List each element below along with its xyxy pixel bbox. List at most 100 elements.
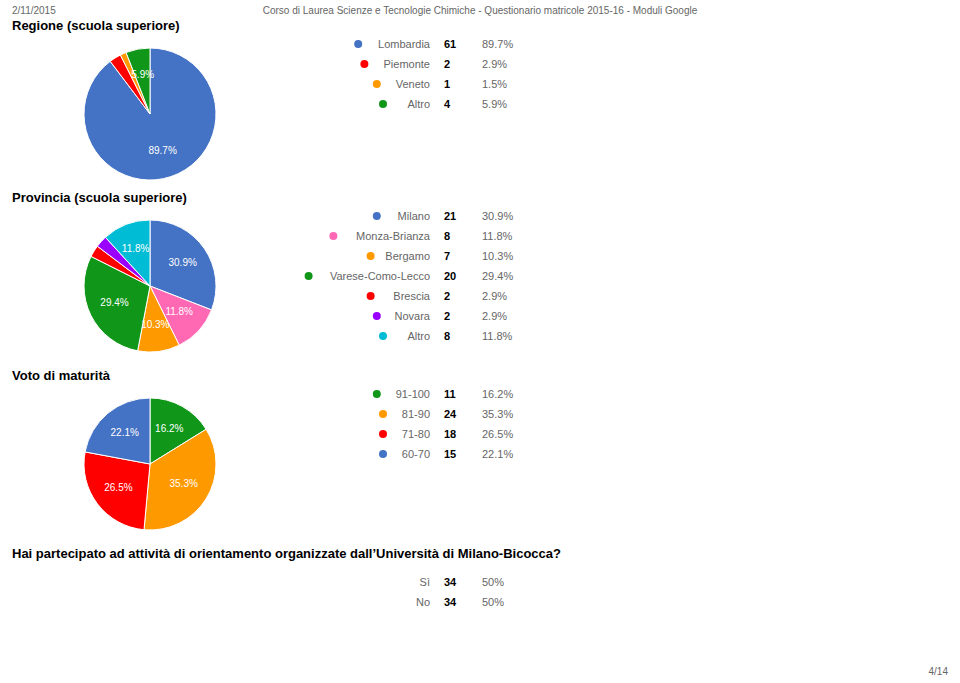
legend-percentage: 22.1% [482, 448, 513, 460]
legend-count: 24 [444, 408, 457, 420]
legend-label: Brescia [393, 290, 431, 302]
legend-count: 15 [444, 448, 456, 460]
legend-label: Milano [398, 210, 430, 222]
legend-label: Altro [407, 330, 430, 342]
legend-label: Lombardia [378, 38, 431, 50]
data-label: 5.9% [131, 69, 154, 80]
legend-label: Novara [395, 310, 431, 322]
legend-percentage: 89.7% [482, 38, 513, 50]
legend-percentage: 50% [482, 596, 504, 608]
legend-swatch [305, 272, 313, 280]
data-label: 29.4% [100, 297, 128, 308]
legend-label: Piemonte [384, 58, 430, 70]
chart-title: Regione (scuola superiore) [12, 18, 180, 33]
legend-row: Milano 21 30.9% [373, 210, 514, 222]
legend: Lombardia6189.7% Piemonte 2 2.9% Veneto 1 1.5%… [354, 38, 513, 110]
legend-row: Altro 8 11.8% [379, 330, 513, 342]
legend-count: 8 [444, 230, 450, 242]
legend-row: 81-902435.3% [379, 408, 513, 420]
chart-section: Regione (scuola superiore)89.7%5.9%Lomba… [12, 18, 513, 180]
legend-row: Piemonte 2 2.9% [360, 58, 507, 70]
pie-slice [144, 429, 216, 530]
legend-label: Bergamo [385, 250, 430, 262]
chart-section: Hai partecipato ad attività di orientame… [12, 546, 561, 608]
legend-row: No3450% [416, 596, 504, 608]
legend-label: Monza-Brianza [356, 230, 431, 242]
legend-percentage: 26.5% [482, 428, 513, 440]
legend-row: Bergamo710.3% [367, 250, 514, 262]
legend-count: 7 [444, 250, 450, 262]
legend-swatch [379, 100, 387, 108]
pie: 16.2%35.3%26.5%22.1% [84, 398, 216, 530]
legend-percentage: 11.8% [482, 230, 513, 242]
chart-section: Provincia (scuola superiore)30.9%11.8%10… [12, 190, 513, 352]
pie-slice [84, 452, 150, 530]
legend-count: 2 [444, 58, 450, 70]
legend-row: 71-80 18 26.5% [379, 428, 513, 440]
legend-row: Brescia22.9% [367, 290, 508, 302]
legend-swatch [373, 312, 381, 320]
legend-count: 2 [444, 310, 450, 322]
legend-swatch [379, 430, 387, 438]
chart-title: Hai partecipato ad attività di orientame… [12, 546, 561, 561]
legend-row: Sì3450% [420, 576, 505, 588]
legend-row: Varese-Como-Lecco 20 29.4% [305, 270, 514, 282]
legend-swatch [379, 450, 387, 458]
chart-title: Voto di maturità [12, 368, 111, 383]
legend-percentage: 2.9% [482, 310, 507, 322]
legend: 91-1001116.2%81-902435.3%71-801826.5%60-… [373, 388, 514, 460]
data-label: 10.3% [141, 319, 169, 330]
legend-swatch [373, 390, 381, 398]
legend-percentage: 16.2% [482, 388, 513, 400]
data-label: 26.5% [104, 482, 132, 493]
data-label: 22.1% [111, 427, 139, 438]
legend-count: 18 [444, 428, 456, 440]
pie-slice [126, 48, 150, 114]
legend-label: 81-90 [402, 408, 430, 420]
pie-slice [85, 398, 150, 464]
legend-count: 1 [444, 78, 450, 90]
legend-label: 91-100 [396, 388, 430, 400]
legend-swatch [367, 252, 375, 260]
legend-row: 60-70 15 22.1% [379, 448, 513, 460]
legend-percentage: 50% [482, 576, 504, 588]
annotation: Corso di Laurea Scienze e Tecnologie Chi… [263, 5, 698, 16]
annotation: 4/14 [929, 666, 949, 677]
legend-swatch [354, 40, 362, 48]
pie: 30.9%11.8%10.3%29.4%11.8% [84, 220, 216, 352]
legend-count: 8 [444, 330, 450, 342]
legend-percentage: 29.4% [482, 270, 513, 282]
legend-percentage: 2.9% [482, 58, 507, 70]
legend-count: 2 [444, 290, 450, 302]
chart-section: Voto di maturità16.2%35.3%26.5%22.1%91-1… [12, 368, 513, 530]
legend-count: 34 [444, 596, 457, 608]
legend-count: 4 [444, 98, 451, 110]
legend-percentage: 5.9% [482, 98, 507, 110]
legend-label: 71-80 [402, 428, 430, 440]
legend-swatch [373, 80, 381, 88]
data-label: 16.2% [155, 423, 183, 434]
legend: Sì3450%No3450% [416, 576, 504, 608]
legend-swatch [379, 332, 387, 340]
legend-swatch [379, 410, 387, 418]
data-label: 11.8% [165, 306, 193, 317]
legend-label: 60-70 [402, 448, 430, 460]
annotation: 2/11/2015 [12, 5, 56, 16]
legend-percentage: 1.5% [482, 78, 507, 90]
legend-swatch [360, 60, 368, 68]
legend-count: 20 [444, 270, 456, 282]
pie-slice [105, 220, 150, 286]
legend-count: 21 [444, 210, 456, 222]
legend-label: Altro [407, 98, 430, 110]
legend-count: 11 [444, 388, 456, 400]
legend-percentage: 30.9% [482, 210, 513, 222]
legend-row: Altro 4 5.9% [379, 98, 507, 110]
legend-percentage: 11.8% [482, 330, 513, 342]
legend-row: Novara 2 2.9% [373, 310, 507, 322]
legend-label: Varese-Como-Lecco [330, 270, 430, 282]
legend-row: Veneto 1 1.5% [373, 78, 507, 90]
legend-label: Sì [420, 576, 430, 588]
data-label: 89.7% [148, 145, 176, 156]
legend-label: Veneto [396, 78, 430, 90]
legend-row: Lombardia6189.7% [354, 38, 513, 50]
